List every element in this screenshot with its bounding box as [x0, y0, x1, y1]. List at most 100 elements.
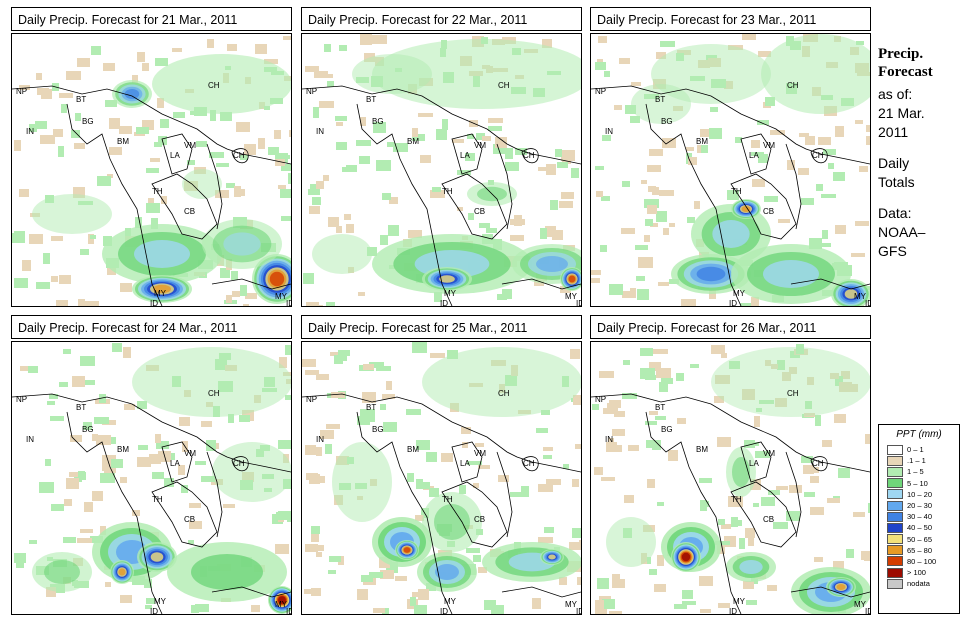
precip-cell — [137, 457, 151, 467]
precip-cell — [739, 538, 745, 549]
precip-cell — [674, 604, 687, 609]
precip-cell — [306, 302, 319, 306]
precip-cell — [146, 598, 155, 604]
precip-cell — [755, 451, 770, 458]
precip-cell — [305, 370, 319, 375]
precip-cell — [821, 194, 836, 198]
data-label: Data: — [878, 205, 912, 221]
precip-cell — [327, 393, 334, 398]
precip-cell — [657, 555, 664, 566]
country-border — [591, 85, 870, 165]
precip-cell — [515, 148, 527, 155]
precip-cell — [326, 302, 335, 306]
precip-cell — [334, 355, 343, 364]
precip-cell — [759, 400, 774, 404]
country-border — [66, 103, 163, 306]
precip-cell — [275, 159, 285, 166]
precip-cell — [80, 356, 95, 366]
precip-cell — [710, 107, 718, 112]
country-label: CH — [233, 151, 245, 160]
precip-cell — [360, 409, 375, 420]
precip-cell — [206, 440, 216, 451]
country-label: LA — [749, 459, 759, 468]
precip-cell — [29, 540, 37, 544]
precip-cell — [630, 116, 640, 123]
precip-cell — [750, 479, 761, 490]
country-border — [206, 451, 223, 538]
precip-area — [269, 271, 285, 287]
country-label: BT — [76, 95, 86, 104]
precip-cell — [71, 130, 80, 138]
precip-cell — [90, 235, 96, 239]
country-border — [441, 481, 508, 548]
country-label: TH — [731, 187, 742, 196]
precip-cell — [359, 156, 370, 164]
precip-cell — [681, 299, 696, 306]
country-label: VM — [763, 141, 775, 150]
country-label: MY — [565, 292, 578, 301]
precip-cell — [328, 570, 336, 574]
country-label: BM — [117, 445, 129, 454]
precip-cell — [92, 491, 103, 501]
precip-cell — [654, 584, 666, 592]
precip-cell — [69, 472, 83, 477]
country-label: IN — [26, 435, 34, 444]
sidebar-heading-2: Forecast — [878, 64, 933, 80]
precip-cell — [356, 140, 371, 146]
legend-swatch — [887, 578, 903, 589]
country-label: MY — [275, 292, 288, 301]
precip-cell — [540, 228, 547, 239]
precip-cell — [676, 373, 684, 381]
legend-swatch — [887, 466, 903, 477]
precip-cell — [818, 137, 831, 145]
country-label: VM — [184, 449, 196, 458]
country-label: TH — [442, 187, 453, 196]
country-label: BT — [366, 95, 376, 104]
precip-cell — [77, 538, 92, 543]
precip-cell — [275, 155, 290, 159]
country-border — [740, 441, 772, 483]
precip-cell — [853, 512, 865, 517]
precip-cell — [688, 157, 697, 165]
country-border — [356, 103, 453, 306]
legend-label: 40 – 50 — [907, 523, 933, 533]
precip-cell — [51, 504, 64, 511]
legend-swatch — [887, 511, 903, 522]
precip-area — [191, 554, 263, 590]
precip-cell — [570, 349, 580, 359]
precip-cell — [410, 597, 416, 606]
precip-cell — [100, 473, 115, 483]
country-label: VM — [474, 449, 486, 458]
precip-area — [124, 88, 140, 100]
country-border — [12, 393, 291, 473]
precip-cell — [196, 141, 207, 147]
country-label: CH — [208, 81, 220, 90]
precip-cell — [338, 350, 350, 356]
precip-cell — [406, 409, 421, 415]
precip-cell — [336, 226, 342, 233]
country-border — [231, 456, 249, 472]
precip-cell — [717, 545, 725, 554]
precip-cell — [452, 139, 464, 143]
precip-cell — [851, 253, 865, 257]
precip-cell — [609, 284, 623, 295]
precip-cell — [132, 75, 138, 83]
precip-cell — [635, 245, 648, 250]
precip-cell — [595, 600, 604, 609]
precip-cell — [19, 189, 29, 197]
precip-cell — [646, 440, 659, 448]
legend-item: 0 – 1 — [887, 444, 959, 455]
precip-cell — [80, 529, 93, 533]
country-label: ID — [729, 607, 737, 614]
precip-cell — [462, 442, 468, 448]
precip-cell — [302, 359, 316, 367]
precip-cell — [77, 58, 90, 67]
precip-cell — [135, 217, 142, 228]
precip-cell — [146, 203, 160, 213]
precip-cell — [770, 130, 785, 135]
precip-cell — [538, 167, 547, 171]
